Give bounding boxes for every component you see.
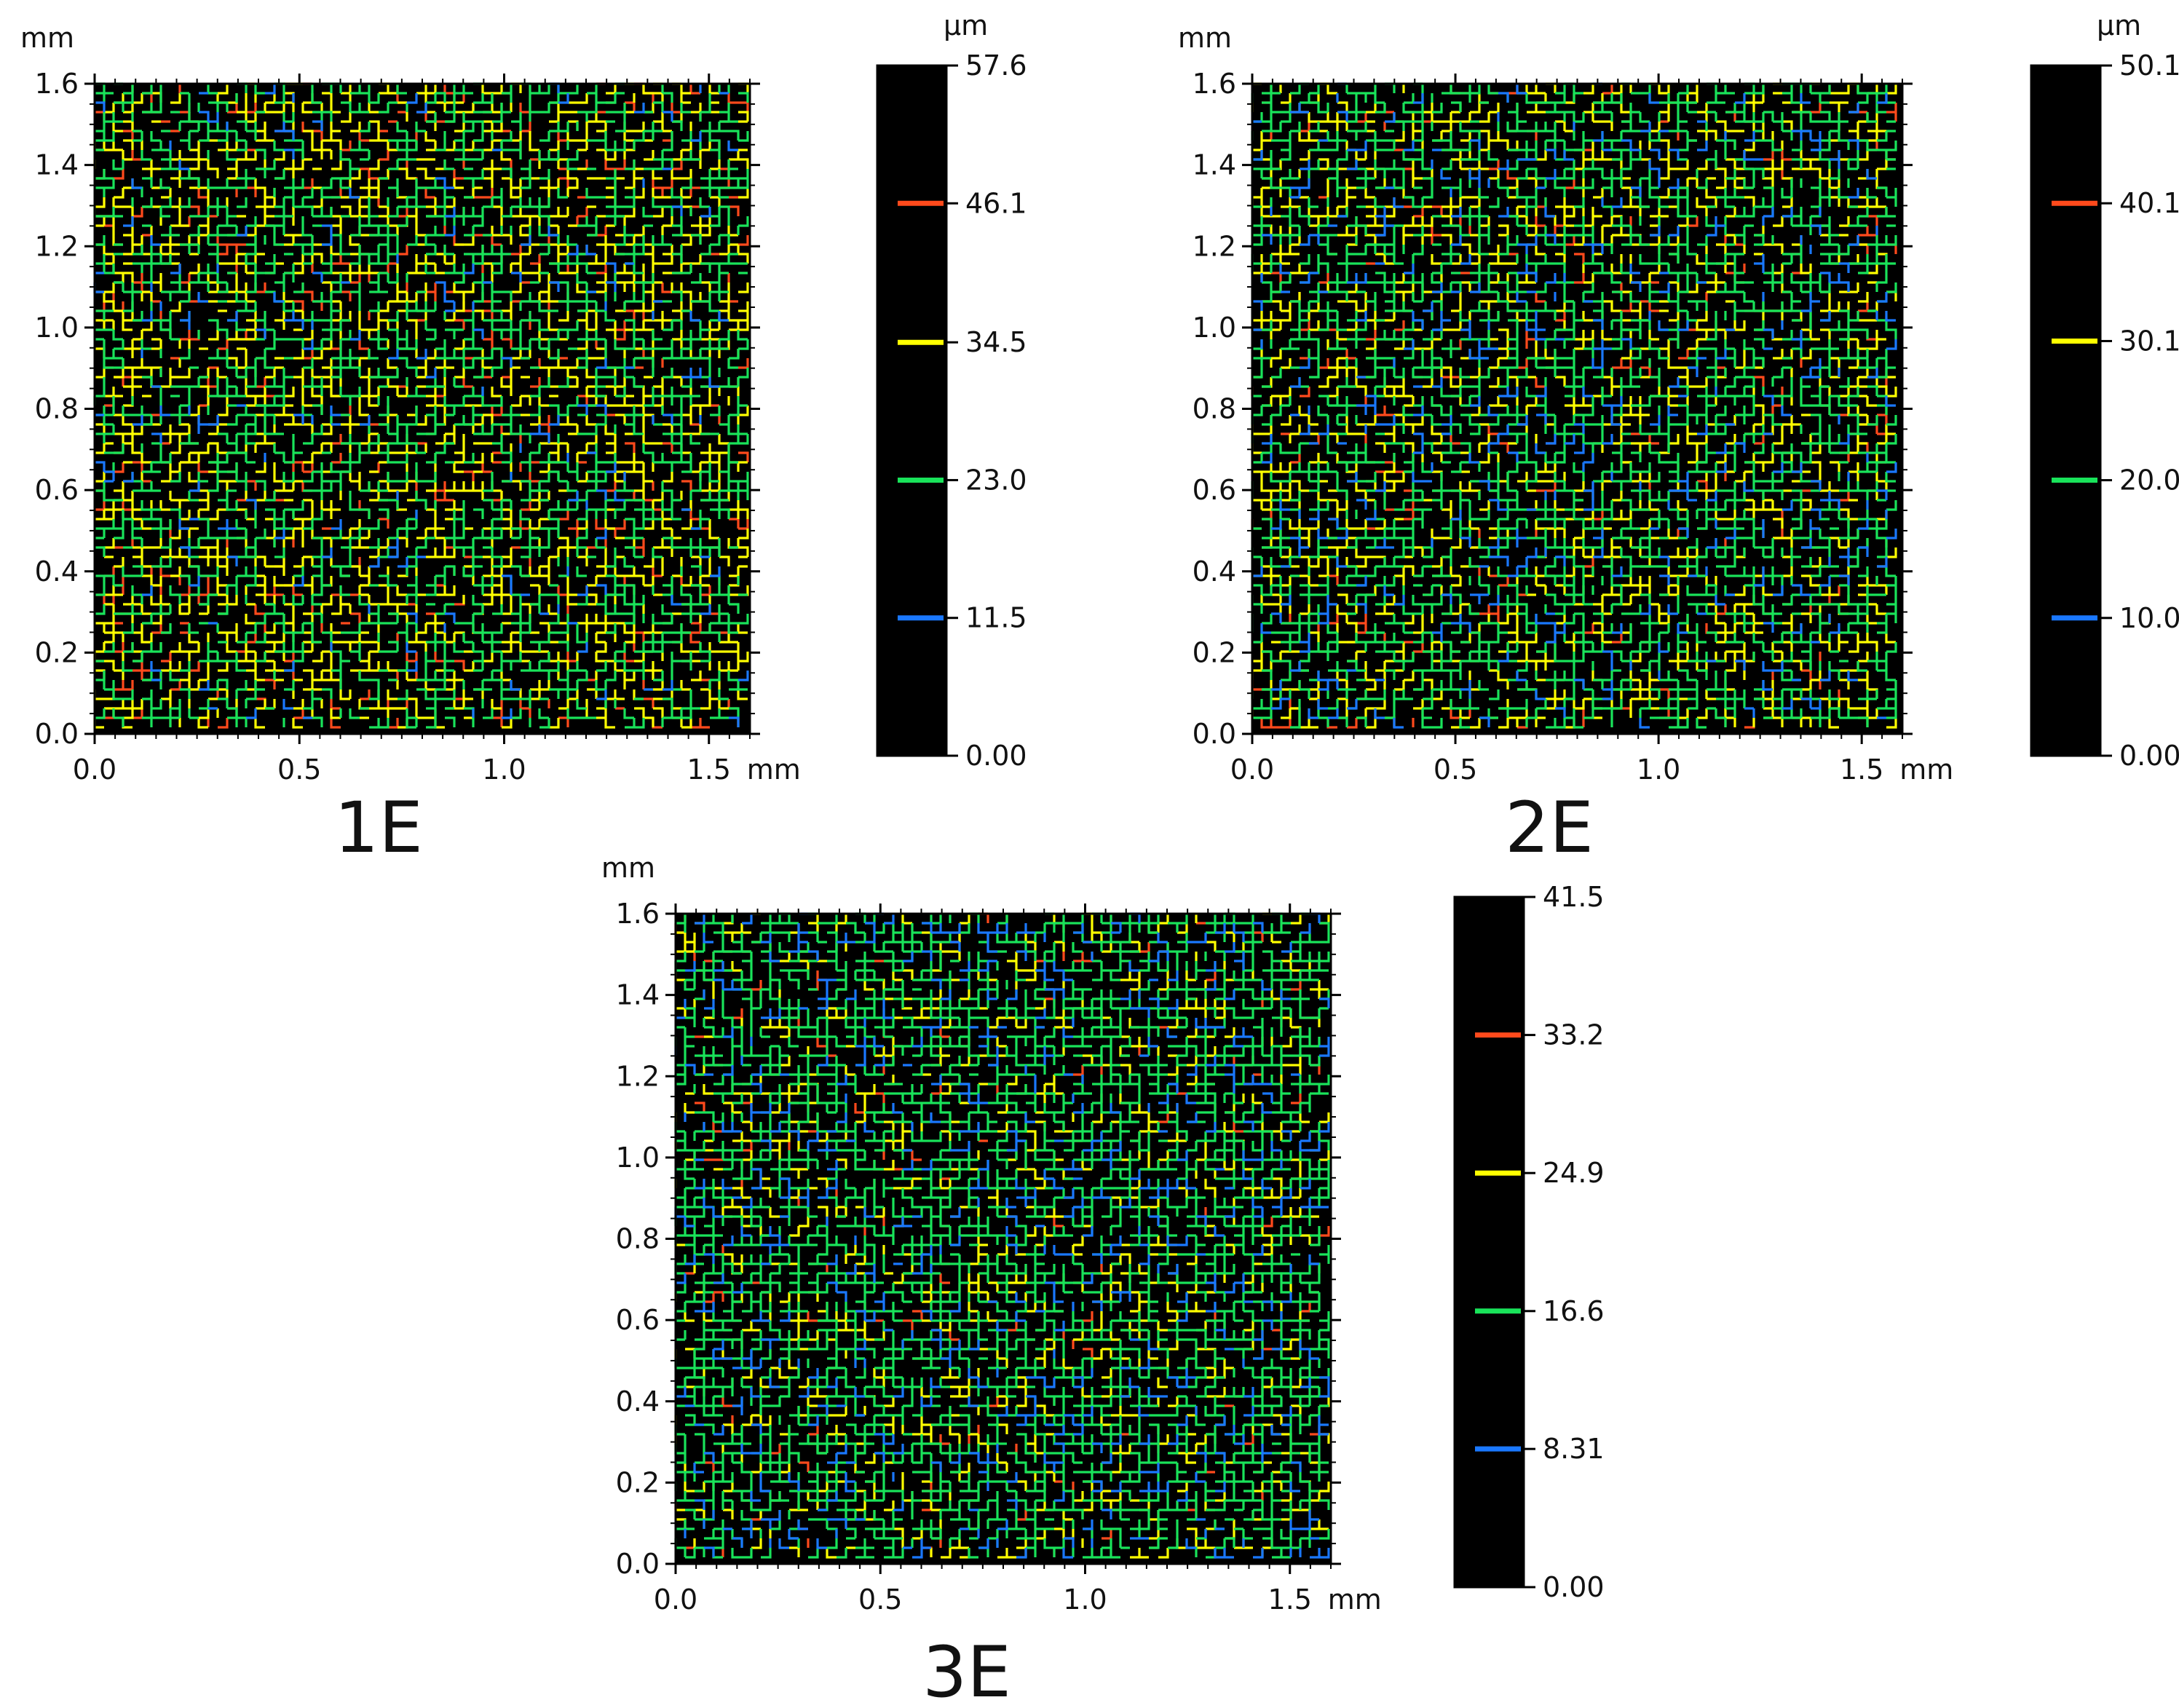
colorbar-tick-label: 0.00: [1543, 1571, 1605, 1603]
colorbar-tick-label: 23.0: [965, 464, 1027, 496]
y-tick-label: 1.6: [1193, 68, 1236, 100]
x-tick-label: 1.0: [1637, 754, 1680, 786]
chart-panel-3e: mm 0.0 0.2 0.4 0.6 0.8 1.0 1.2 1.4 1.6 0.0 0.5 1.0 1.…: [601, 852, 1605, 1708]
contour-texture: [93, 82, 749, 729]
colorbar-tick-label: 24.9: [1543, 1157, 1605, 1189]
chart-panel-2e: mm 0.0 0.2 0.4 0.6 0.8 1.0 1.2 1.4 1.6 0.0 0.5 1.0 1.…: [1178, 9, 2179, 869]
x-tick-label: 0.0: [654, 1584, 697, 1616]
y-tick-label: 1.6: [616, 898, 660, 930]
colorbar-tick-label: 10.0: [2119, 602, 2179, 634]
y-tick-label: 1.4: [1193, 149, 1236, 181]
x-unit-label: mm: [1899, 754, 1953, 786]
y-tick-label: 1.2: [1193, 230, 1236, 262]
colorbar: 57.6 46.1 34.5 23.0 11.5 0.00 µm: [876, 9, 1027, 772]
x-unit-label: mm: [747, 754, 801, 786]
y-unit-label: mm: [601, 852, 655, 884]
colorbar: 41.5 33.2 24.9 16.6 8.31 0.00: [1453, 881, 1605, 1603]
x-tick-label: 1.0: [482, 754, 526, 786]
colorbar-body: [1453, 895, 1525, 1589]
y-unit-label: mm: [1178, 22, 1232, 54]
x-tick-label: 0.0: [73, 754, 116, 786]
y-tick-label: 0.4: [35, 556, 79, 588]
y-tick-label: 1.4: [35, 149, 79, 181]
y-tick-label: 0.8: [616, 1223, 660, 1255]
y-tick-label: 1.6: [35, 68, 79, 100]
plot-area: [676, 914, 1331, 1564]
y-tick-label: 0.2: [1193, 636, 1236, 668]
colorbar-tick-label: 11.5: [965, 602, 1027, 634]
colorbar-tick-label: 0.00: [2119, 740, 2179, 772]
x-tick-label: 0.5: [858, 1584, 902, 1616]
contour-texture: [674, 912, 1330, 1559]
colorbar-tick-label: 34.5: [965, 326, 1027, 358]
colorbar-tick-label: 20.0: [2119, 464, 2179, 497]
y-tick-label: 0.0: [35, 718, 79, 750]
y-unit-label: mm: [20, 22, 74, 54]
y-tick-label: 0.6: [1193, 474, 1236, 506]
colorbar-unit: µm: [2097, 9, 2141, 41]
y-tick-label: 1.0: [35, 312, 79, 344]
contour-level-8_31: [674, 912, 1330, 1559]
colorbar-unit: µm: [944, 9, 988, 41]
plot-area: [95, 84, 750, 734]
y-tick-label: 1.0: [616, 1142, 660, 1174]
colorbar-tick-label: 41.5: [1543, 881, 1605, 913]
y-tick-label: 0.8: [1193, 393, 1236, 425]
panel-label: 1E: [334, 787, 423, 869]
x-tick-label: 0.5: [277, 754, 321, 786]
y-tick-label: 0.0: [616, 1548, 660, 1580]
panel-label: 3E: [922, 1632, 1011, 1708]
colorbar-tick-label: 40.1: [2119, 187, 2179, 219]
y-tick-label: 0.6: [616, 1304, 660, 1336]
x-tick-label: 1.5: [687, 754, 731, 786]
y-tick-label: 0.4: [616, 1385, 660, 1418]
x-tick-label: 0.0: [1230, 754, 1274, 786]
y-tick-label: 1.2: [616, 1060, 660, 1092]
panel-label: 2E: [1505, 787, 1594, 869]
y-tick-label: 1.4: [616, 979, 660, 1011]
colorbar-tick-label: 16.6: [1543, 1295, 1605, 1327]
colorbar: 50.1 40.1 30.1 20.0 10.0 0.00 µm: [2030, 9, 2179, 772]
y-tick-label: 0.0: [1193, 718, 1236, 750]
y-tick-label: 0.4: [1193, 556, 1236, 588]
x-tick-label: 1.5: [1840, 754, 1883, 786]
colorbar-tick-label: 30.1: [2119, 325, 2179, 357]
contour-level-11_5: [93, 82, 749, 727]
colorbar-tick-label: 57.6: [965, 50, 1027, 82]
colorbar-tick-label: 46.1: [965, 187, 1027, 219]
y-tick-label: 0.2: [35, 636, 79, 668]
contour-level-10: [1252, 82, 1897, 729]
colorbar-tick-label: 0.00: [965, 740, 1027, 772]
y-tick-label: 0.2: [616, 1466, 660, 1498]
x-tick-label: 0.5: [1433, 754, 1477, 786]
y-tick-label: 0.6: [35, 474, 79, 506]
plot-area: [1252, 84, 1902, 734]
colorbar-body: [2030, 64, 2102, 757]
y-tick-label: 0.8: [35, 393, 79, 425]
colorbar-tick-label: 8.31: [1543, 1433, 1605, 1465]
x-unit-label: mm: [1328, 1584, 1382, 1616]
colorbar-body: [876, 64, 948, 757]
y-tick-label: 1.2: [35, 230, 79, 262]
chart-panel-1e: mm 0.0 0.2 0.4 0.6 0.8 1.0 1.2 1.4 1.6 0.0 0.5 1.0 1.…: [20, 9, 1027, 869]
x-tick-label: 1.0: [1063, 1584, 1107, 1616]
colorbar-tick-label: 50.1: [2119, 50, 2179, 82]
colorbar-tick-label: 33.2: [1543, 1019, 1605, 1051]
y-tick-label: 1.0: [1193, 312, 1236, 344]
x-tick-label: 1.5: [1268, 1584, 1312, 1616]
